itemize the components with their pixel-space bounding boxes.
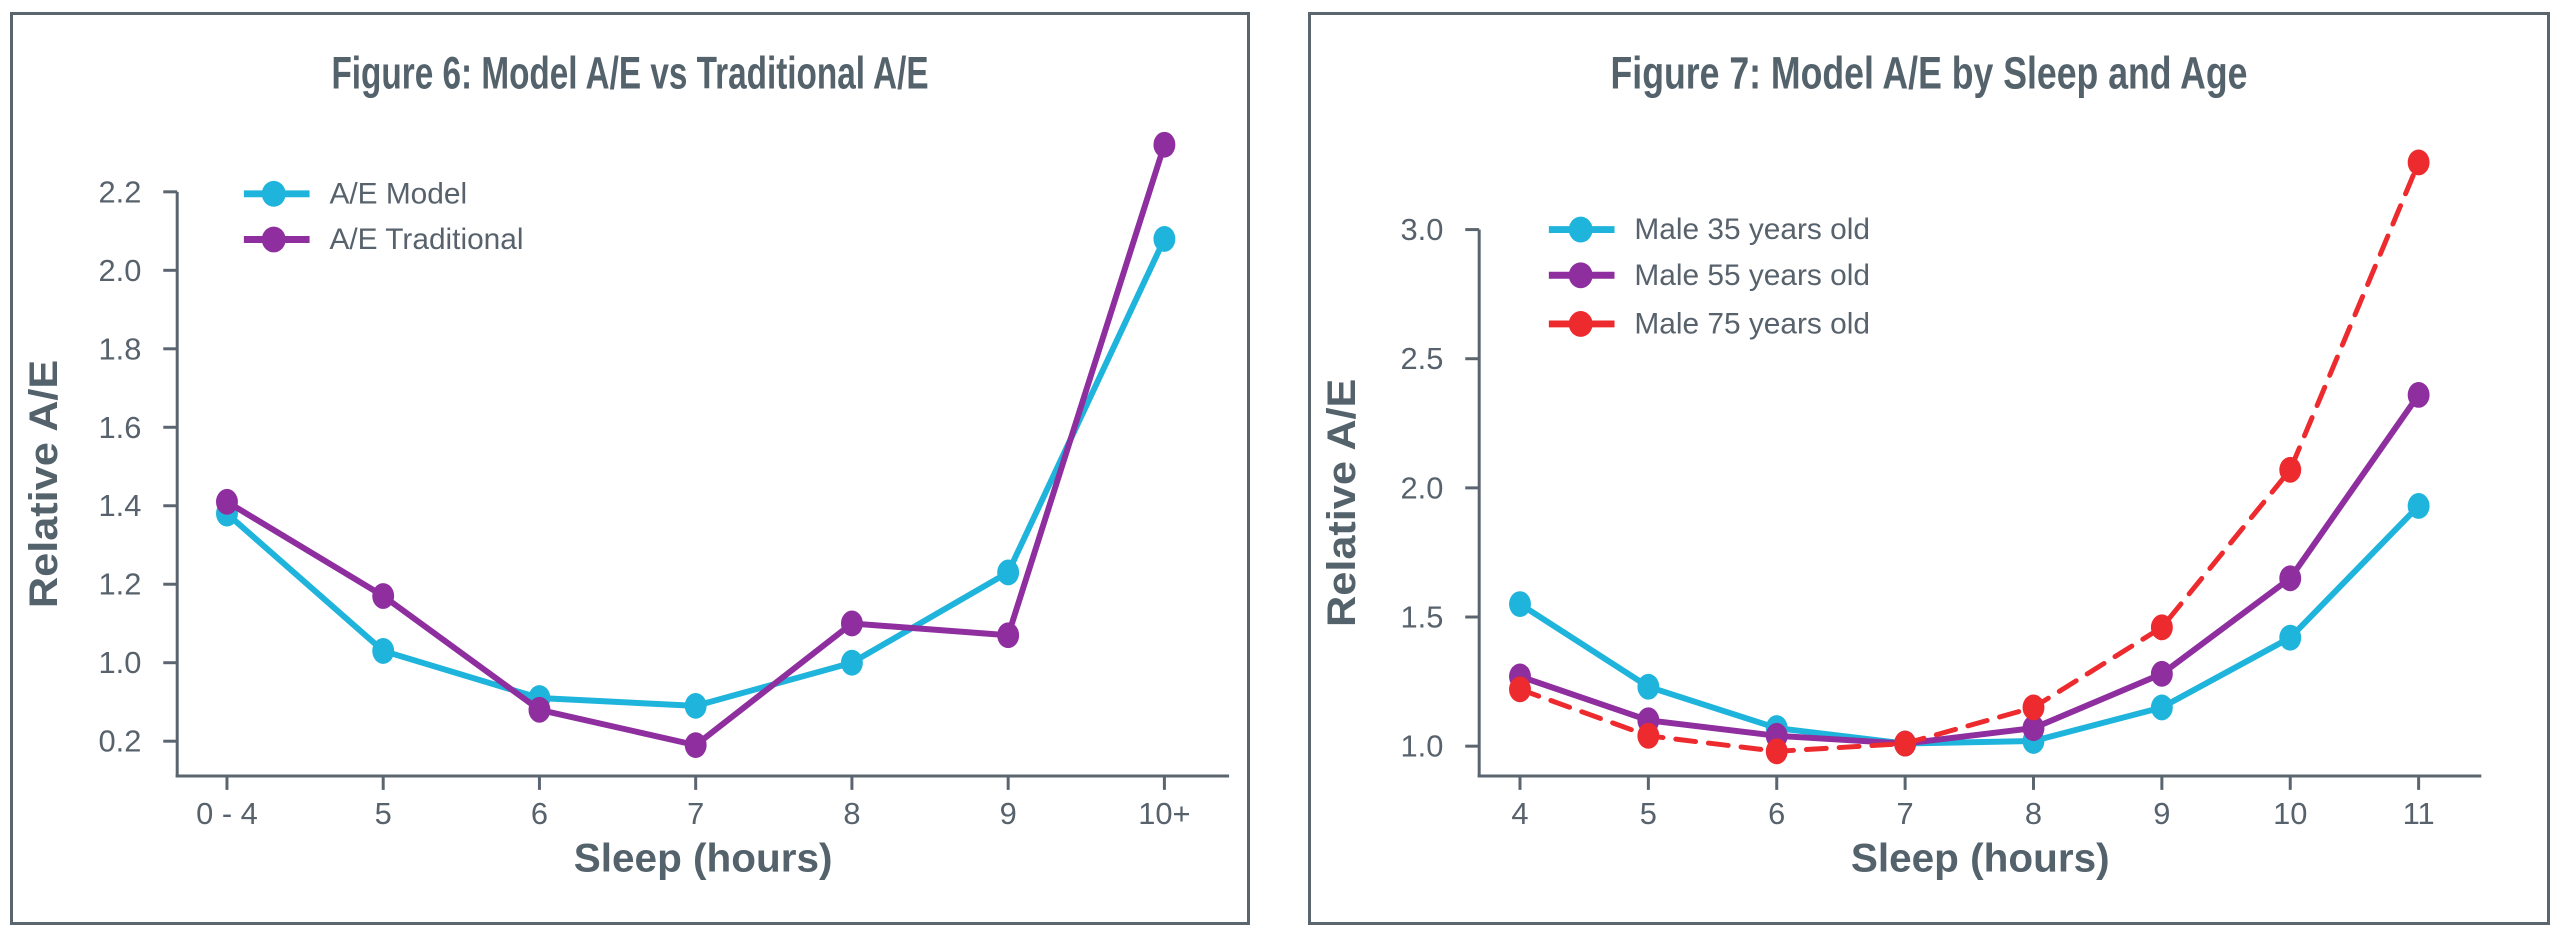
data-point-male-35-years-old-11 [2407, 493, 2430, 519]
x-tick-label: 7 [1897, 796, 1914, 831]
data-point-a-e-model-8 [840, 649, 863, 676]
y-tick-label: 2.5 [1400, 341, 1443, 376]
series-a-e-traditional [216, 131, 1176, 759]
x-tick-label: 9 [1000, 796, 1017, 831]
figure7-chart: Figure 7: Model A/E by Sleep and Age Rela… [1320, 48, 2482, 880]
x-tick-label: 10 [2273, 796, 2307, 831]
y-tick-label: 3.0 [1400, 212, 1443, 247]
x-tick-label: 9 [2153, 796, 2170, 831]
series-line-male-35-years-old [1517, 502, 2422, 747]
legend-item-male-35-years-old: Male 35 years old [1548, 213, 1870, 246]
data-point-male-75-years-old-5 [1637, 722, 1660, 749]
data-point-male-75-years-old-6 [1765, 738, 1788, 765]
legend-label-male-75-years-old: Male 75 years old [1634, 307, 1870, 340]
y-tick-label: 1.2 [98, 567, 141, 602]
legend-label-a-e-model: A/E Model [329, 177, 467, 210]
legend-item-male-55-years-old: Male 55 years old [1548, 259, 1870, 292]
data-point-a-e-traditional-10 [1153, 131, 1176, 158]
y-axis-title: Relative A/E [22, 360, 66, 608]
y-tick-label: 1.5 [1400, 600, 1443, 635]
legend-item-a-e-model: A/E Model [243, 177, 467, 210]
data-point-male-75-years-old-7 [1894, 730, 1917, 757]
data-point-a-e-traditional-9 [997, 622, 1020, 649]
series-a-e-model [216, 226, 1176, 719]
series-line-a-e-model [223, 235, 1168, 709]
legend-label-male-55-years-old: Male 55 years old [1634, 259, 1870, 292]
y-tick-label: 1.4 [98, 488, 141, 523]
x-tick-label: 8 [2025, 796, 2042, 831]
x-tick-label: 6 [531, 796, 548, 831]
x-tick-label: 7 [687, 796, 704, 831]
figure6-panel: Figure 6: Model A/E vs Traditional A/E Re… [10, 12, 1250, 925]
y-tick-label: 1.6 [98, 410, 141, 445]
figure6-chart: Figure 6: Model A/E vs Traditional A/E Re… [22, 48, 1230, 880]
data-point-a-e-traditional-7 [684, 732, 707, 759]
data-point-male-55-years-old-11 [2407, 381, 2430, 408]
data-point-male-55-years-old-9 [2150, 660, 2173, 687]
x-tick-label: 8 [843, 796, 860, 831]
series-line-male-75-years-old [1517, 159, 2422, 754]
x-tick-label: 6 [1768, 796, 1785, 831]
legend-marker-male-55-years-old [1568, 262, 1593, 289]
x-tick-label: 0 - 4 [196, 796, 258, 831]
data-point-a-e-traditional-6 [528, 696, 551, 723]
data-point-a-e-model-7 [684, 692, 707, 719]
data-point-male-75-years-old-9 [2150, 614, 2173, 641]
legend-marker-a-e-traditional [261, 226, 286, 253]
data-point-a-e-model-10 [1153, 226, 1176, 252]
data-point-male-35-years-old-10 [2279, 624, 2302, 651]
figure7-panel: Figure 7: Model A/E by Sleep and Age Rela… [1308, 12, 2550, 925]
x-tick-label: 4 [1511, 796, 1528, 831]
x-tick-label: 5 [375, 796, 392, 831]
y-tick-label: 2.2 [98, 174, 141, 209]
legend-item-a-e-traditional: A/E Traditional [243, 223, 524, 256]
y-tick-label: 1.0 [98, 645, 141, 680]
y-tick-label: 2.0 [98, 253, 141, 288]
chart-title: Figure 6: Model A/E vs Traditional A/E [331, 48, 928, 99]
data-point-male-35-years-old-9 [2150, 694, 2173, 721]
data-point-male-55-years-old-8 [2022, 715, 2045, 741]
y-tick-label: 0.2 [98, 724, 141, 759]
data-point-male-75-years-old-10 [2279, 456, 2302, 483]
data-point-a-e-traditional-5 [372, 583, 395, 609]
y-tick-label: 1.8 [98, 331, 141, 366]
data-point-a-e-traditional-0-4 [216, 488, 238, 515]
data-point-male-75-years-old-8 [2022, 694, 2045, 721]
legend-marker-male-75-years-old [1568, 311, 1593, 337]
series-male-75-years-old [1509, 149, 2430, 765]
x-tick-label: 11 [2403, 796, 2435, 831]
y-tick-label: 2.0 [1400, 470, 1443, 505]
data-point-male-75-years-old-4 [1509, 676, 1531, 703]
legend-label-a-e-traditional: A/E Traditional [329, 223, 523, 256]
data-point-a-e-model-5 [372, 638, 395, 664]
x-tick-label: 5 [1640, 796, 1657, 831]
x-axis-title: Sleep (hours) [574, 836, 833, 880]
series-line-male-55-years-old [1517, 391, 2422, 747]
legend-marker-a-e-model [261, 180, 286, 207]
data-point-male-55-years-old-10 [2279, 565, 2302, 592]
data-point-male-35-years-old-5 [1637, 673, 1660, 700]
legend-item-male-75-years-old: Male 75 years old [1548, 307, 1870, 340]
x-axis-title: Sleep (hours) [1851, 836, 2110, 880]
x-tick-label: 10+ [1138, 796, 1190, 831]
chart-title: Figure 7: Model A/E by Sleep and Age [1611, 48, 2248, 99]
data-point-a-e-traditional-8 [840, 610, 863, 637]
data-point-a-e-model-9 [997, 559, 1020, 586]
data-point-male-75-years-old-11 [2407, 149, 2430, 176]
data-point-male-35-years-old-4 [1509, 591, 1531, 618]
y-tick-label: 1.0 [1400, 729, 1443, 764]
y-axis-title: Relative A/E [1320, 379, 1364, 627]
series-male-55-years-old [1509, 381, 2430, 757]
legend-label-male-35-years-old: Male 35 years old [1634, 213, 1870, 246]
legend-marker-male-35-years-old [1568, 216, 1593, 243]
